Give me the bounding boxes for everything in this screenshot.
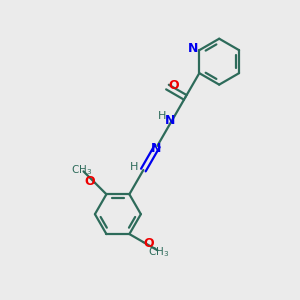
- Text: H: H: [158, 111, 166, 121]
- Text: CH$_3$: CH$_3$: [71, 163, 93, 177]
- Text: H: H: [130, 162, 138, 172]
- Text: N: N: [151, 142, 161, 155]
- Text: N: N: [188, 42, 198, 55]
- Text: O: O: [84, 175, 95, 188]
- Text: O: O: [143, 237, 154, 250]
- Text: O: O: [169, 79, 179, 92]
- Text: CH$_3$: CH$_3$: [148, 245, 169, 259]
- Text: N: N: [165, 114, 175, 127]
